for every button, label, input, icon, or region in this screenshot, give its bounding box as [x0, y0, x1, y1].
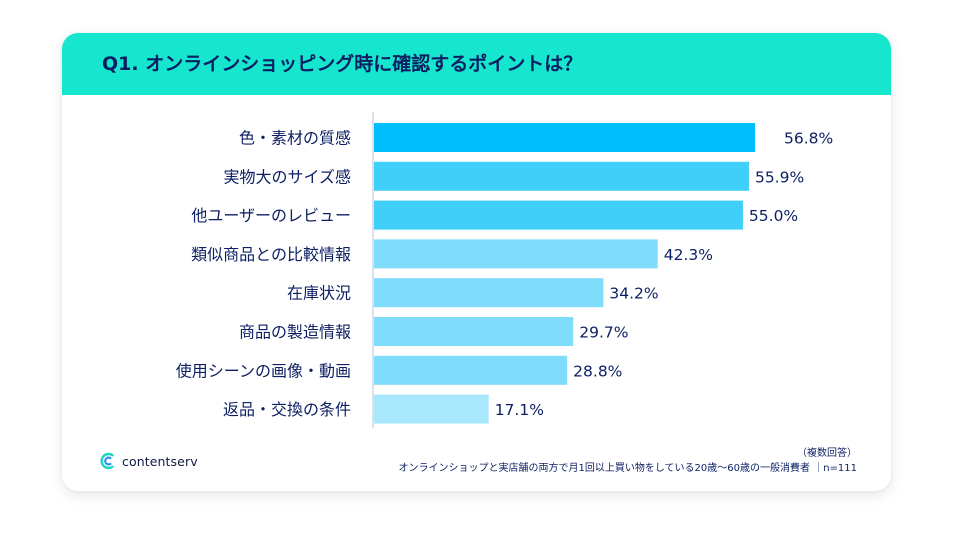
bar — [374, 123, 755, 152]
brand-logo: contentserv — [99, 452, 198, 470]
bar — [374, 317, 574, 346]
bar — [374, 394, 489, 424]
brand-name: contentserv — [122, 453, 198, 469]
chart-title: Q1. オンラインショッピング時に確認するポイントは？ — [102, 53, 583, 75]
bar — [374, 355, 568, 385]
bar — [374, 239, 658, 269]
value-label: 55.0% — [749, 207, 798, 225]
value-label: 29.7% — [579, 324, 628, 342]
bar — [374, 278, 604, 308]
footnote: （複数回答） オンラインショップと実店舗の両方で月1回以上買い物をしている20歳… — [399, 446, 858, 476]
value-label: 56.8% — [784, 130, 833, 148]
category-label: 在庫状況 — [287, 284, 351, 303]
category-label: 類似商品との比較情報 — [191, 245, 351, 264]
category-label: 色・素材の質感 — [239, 129, 351, 148]
category-label: 商品の製造情報 — [239, 323, 351, 342]
contentserv-logo-icon — [100, 452, 114, 470]
bar — [374, 200, 743, 230]
value-label: 34.2% — [609, 285, 658, 303]
category-label: 使用シーンの画像・動画 — [176, 361, 351, 380]
value-label: 42.3% — [664, 246, 713, 264]
title-bar: Q1. オンラインショッピング時に確認するポイントは？ — [62, 33, 891, 95]
survey-source: オンラインショップと実店舗の両方で月1回以上買い物をしている20歳〜60歳の一般… — [398, 463, 858, 474]
answer-type-note: （複数回答） — [797, 448, 857, 459]
value-label: 17.1% — [495, 401, 544, 419]
value-label: 55.9% — [755, 168, 804, 186]
value-label: 28.8% — [573, 362, 622, 380]
category-label: 実物大のサイズ感 — [223, 167, 351, 186]
category-label: 返品・交換の条件 — [223, 400, 351, 419]
bar — [374, 161, 749, 191]
category-label: 他ユーザーのレビュー — [191, 206, 351, 225]
